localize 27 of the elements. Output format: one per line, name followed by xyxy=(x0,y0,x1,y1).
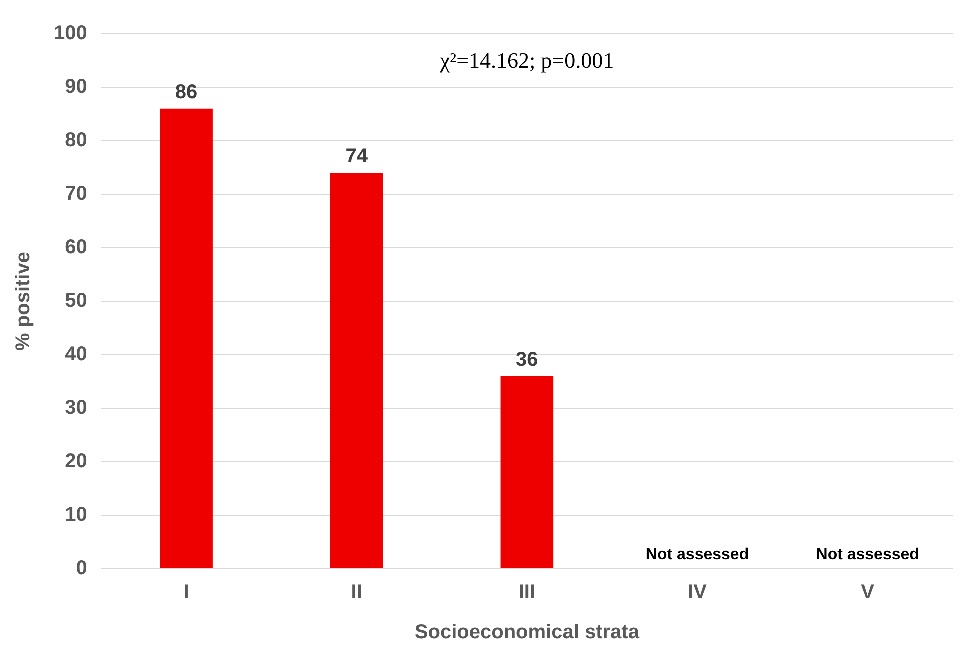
y-tick-label: 50 xyxy=(65,290,88,312)
y-axis-title: % positive xyxy=(12,252,35,351)
x-tick-label: I xyxy=(184,582,190,604)
x-tick-label: III xyxy=(518,582,536,604)
bar xyxy=(500,376,554,568)
data-label: 74 xyxy=(346,146,369,168)
y-tick-label: 40 xyxy=(65,344,88,366)
y-tick-label: 100 xyxy=(54,22,88,45)
x-tick-label: II xyxy=(351,582,362,604)
data-label: 36 xyxy=(516,348,538,371)
bar xyxy=(160,108,213,568)
x-tick-label: V xyxy=(861,582,876,604)
y-tick-label: 30 xyxy=(65,397,88,420)
y-tick-label: 80 xyxy=(65,130,88,152)
y-tick-label: 60 xyxy=(65,236,88,259)
x-tick-label: IV xyxy=(688,582,708,604)
bar xyxy=(330,173,384,568)
y-tick-label: 70 xyxy=(65,183,88,206)
text: Not assessed xyxy=(816,546,920,564)
text: Not assessed xyxy=(646,546,750,564)
y-tick-label: 20 xyxy=(65,450,88,473)
data-label: 86 xyxy=(175,81,198,104)
x-axis-title: Socioeconomical strata xyxy=(414,622,640,644)
annotation: χ²=14.162; p=0.001 xyxy=(439,48,614,73)
y-tick-label: 10 xyxy=(65,504,88,526)
y-tick-label: 90 xyxy=(65,76,88,98)
y-tick-label: 0 xyxy=(76,558,88,580)
